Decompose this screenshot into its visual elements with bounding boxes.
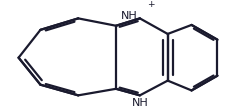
- Text: NH: NH: [121, 11, 138, 21]
- Text: +: +: [147, 0, 154, 9]
- Text: NH: NH: [132, 98, 148, 108]
